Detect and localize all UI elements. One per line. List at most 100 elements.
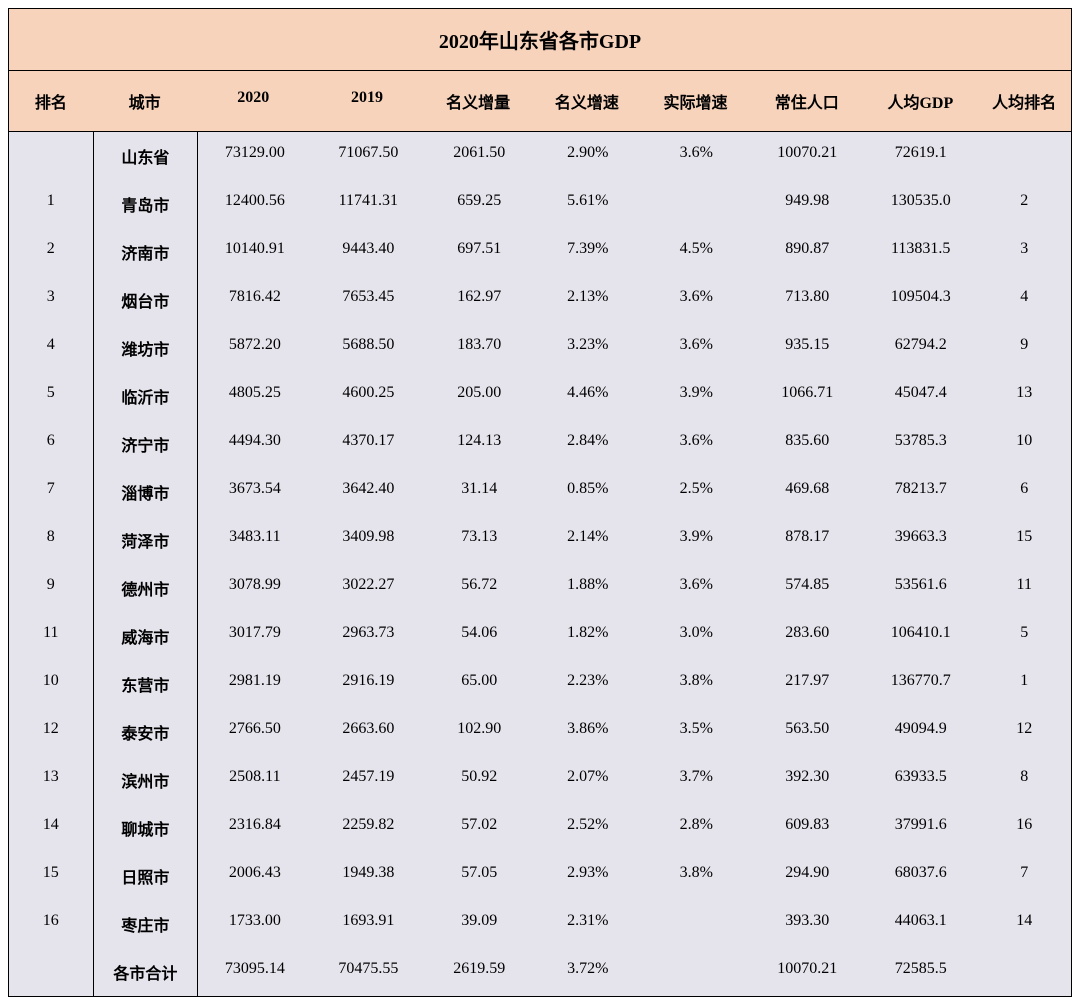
cell-2019: 9443.40 (312, 228, 425, 276)
cell-real-rate: 3.0% (642, 612, 750, 660)
cell-per-capita-rank: 14 (977, 900, 1071, 948)
cell-per-capita-gdp: 106410.1 (864, 612, 977, 660)
cell-city: 聊城市 (94, 804, 199, 852)
cell-city: 青岛市 (94, 180, 199, 228)
cell-2020: 2006.43 (198, 852, 311, 900)
col-header-city: 城市 (93, 71, 197, 131)
cell-nominal-rate: 1.88% (534, 564, 642, 612)
cell-per-capita-gdp: 37991.6 (864, 804, 977, 852)
cell-population: 283.60 (751, 612, 864, 660)
cell-per-capita-rank: 13 (977, 372, 1071, 420)
cell-rank: 3 (9, 276, 94, 324)
cell-nominal-rate: 2.23% (534, 660, 642, 708)
cell-nominal-rate: 2.14% (534, 516, 642, 564)
cell-per-capita-rank (977, 948, 1071, 996)
cell-city: 日照市 (94, 852, 199, 900)
cell-2020: 2766.50 (198, 708, 311, 756)
cell-population: 10070.21 (751, 948, 864, 996)
cell-per-capita-gdp: 44063.1 (864, 900, 977, 948)
cell-per-capita-rank: 4 (977, 276, 1071, 324)
cell-2019: 3409.98 (312, 516, 425, 564)
cell-2019: 1693.91 (312, 900, 425, 948)
cell-per-capita-rank: 9 (977, 324, 1071, 372)
cell-real-rate: 4.5% (642, 228, 750, 276)
cell-per-capita-gdp: 72619.1 (864, 132, 977, 180)
cell-per-capita-rank: 11 (977, 564, 1071, 612)
cell-city: 东营市 (94, 660, 199, 708)
col-header-per-capita-rank: 人均排名 (977, 71, 1071, 131)
cell-nominal-rate: 2.84% (534, 420, 642, 468)
cell-real-rate: 3.5% (642, 708, 750, 756)
cell-2020: 73129.00 (198, 132, 311, 180)
col-header-real-rate: 实际增速 (641, 71, 750, 131)
cell-rank (9, 948, 94, 996)
cell-population: 878.17 (751, 516, 864, 564)
cell-population: 890.87 (751, 228, 864, 276)
table-row: 12泰安市2766.502663.60102.903.86%3.5%563.50… (9, 708, 1071, 756)
cell-nominal-rate: 2.31% (534, 900, 642, 948)
cell-city: 潍坊市 (94, 324, 199, 372)
cell-nominal-increase: 57.02 (425, 804, 533, 852)
col-header-2020: 2020 (196, 71, 310, 131)
cell-nominal-increase: 102.90 (425, 708, 533, 756)
cell-nominal-increase: 54.06 (425, 612, 533, 660)
table-row: 11威海市3017.792963.7354.061.82%3.0%283.601… (9, 612, 1071, 660)
cell-rank (9, 132, 94, 180)
cell-2019: 1949.38 (312, 852, 425, 900)
cell-per-capita-rank: 12 (977, 708, 1071, 756)
cell-2020: 1733.00 (198, 900, 311, 948)
cell-2019: 2457.19 (312, 756, 425, 804)
cell-rank: 1 (9, 180, 94, 228)
table-row: 各市合计73095.1470475.552619.593.72%10070.21… (9, 948, 1071, 996)
cell-real-rate: 3.6% (642, 132, 750, 180)
cell-rank: 6 (9, 420, 94, 468)
cell-per-capita-rank: 10 (977, 420, 1071, 468)
cell-rank: 11 (9, 612, 94, 660)
cell-city: 德州市 (94, 564, 199, 612)
col-header-population: 常住人口 (750, 71, 864, 131)
cell-per-capita-gdp: 62794.2 (864, 324, 977, 372)
cell-2019: 7653.45 (312, 276, 425, 324)
cell-nominal-increase: 697.51 (425, 228, 533, 276)
cell-per-capita-gdp: 78213.7 (864, 468, 977, 516)
cell-population: 1066.71 (751, 372, 864, 420)
cell-rank: 8 (9, 516, 94, 564)
cell-2019: 11741.31 (312, 180, 425, 228)
cell-2019: 4370.17 (312, 420, 425, 468)
cell-population: 294.90 (751, 852, 864, 900)
cell-2020: 5872.20 (198, 324, 311, 372)
cell-nominal-rate: 2.90% (534, 132, 642, 180)
cell-real-rate: 3.9% (642, 516, 750, 564)
cell-2020: 2508.11 (198, 756, 311, 804)
cell-real-rate (642, 900, 750, 948)
table-row: 16枣庄市1733.001693.9139.092.31%393.3044063… (9, 900, 1071, 948)
table-row: 9德州市3078.993022.2756.721.88%3.6%574.8553… (9, 564, 1071, 612)
cell-2019: 70475.55 (312, 948, 425, 996)
cell-city: 枣庄市 (94, 900, 199, 948)
cell-population: 469.68 (751, 468, 864, 516)
cell-population: 935.15 (751, 324, 864, 372)
cell-population: 563.50 (751, 708, 864, 756)
table-row: 山东省73129.0071067.502061.502.90%3.6%10070… (9, 132, 1071, 180)
cell-2020: 4494.30 (198, 420, 311, 468)
cell-per-capita-gdp: 109504.3 (864, 276, 977, 324)
cell-nominal-increase: 2061.50 (425, 132, 533, 180)
cell-real-rate: 3.7% (642, 756, 750, 804)
cell-real-rate (642, 948, 750, 996)
cell-nominal-increase: 2619.59 (425, 948, 533, 996)
table-row: 2济南市10140.919443.40697.517.39%4.5%890.87… (9, 228, 1071, 276)
cell-real-rate (642, 180, 750, 228)
cell-per-capita-gdp: 53561.6 (864, 564, 977, 612)
cell-2020: 2316.84 (198, 804, 311, 852)
cell-real-rate: 3.6% (642, 324, 750, 372)
col-header-nominal-increase: 名义增量 (424, 71, 533, 131)
cell-2019: 2963.73 (312, 612, 425, 660)
cell-city: 菏泽市 (94, 516, 199, 564)
cell-city: 山东省 (94, 132, 199, 180)
table-row: 10东营市2981.192916.1965.002.23%3.8%217.971… (9, 660, 1071, 708)
cell-rank: 16 (9, 900, 94, 948)
cell-nominal-rate: 2.07% (534, 756, 642, 804)
cell-nominal-increase: 124.13 (425, 420, 533, 468)
cell-nominal-rate: 1.82% (534, 612, 642, 660)
col-header-2019: 2019 (310, 71, 424, 131)
